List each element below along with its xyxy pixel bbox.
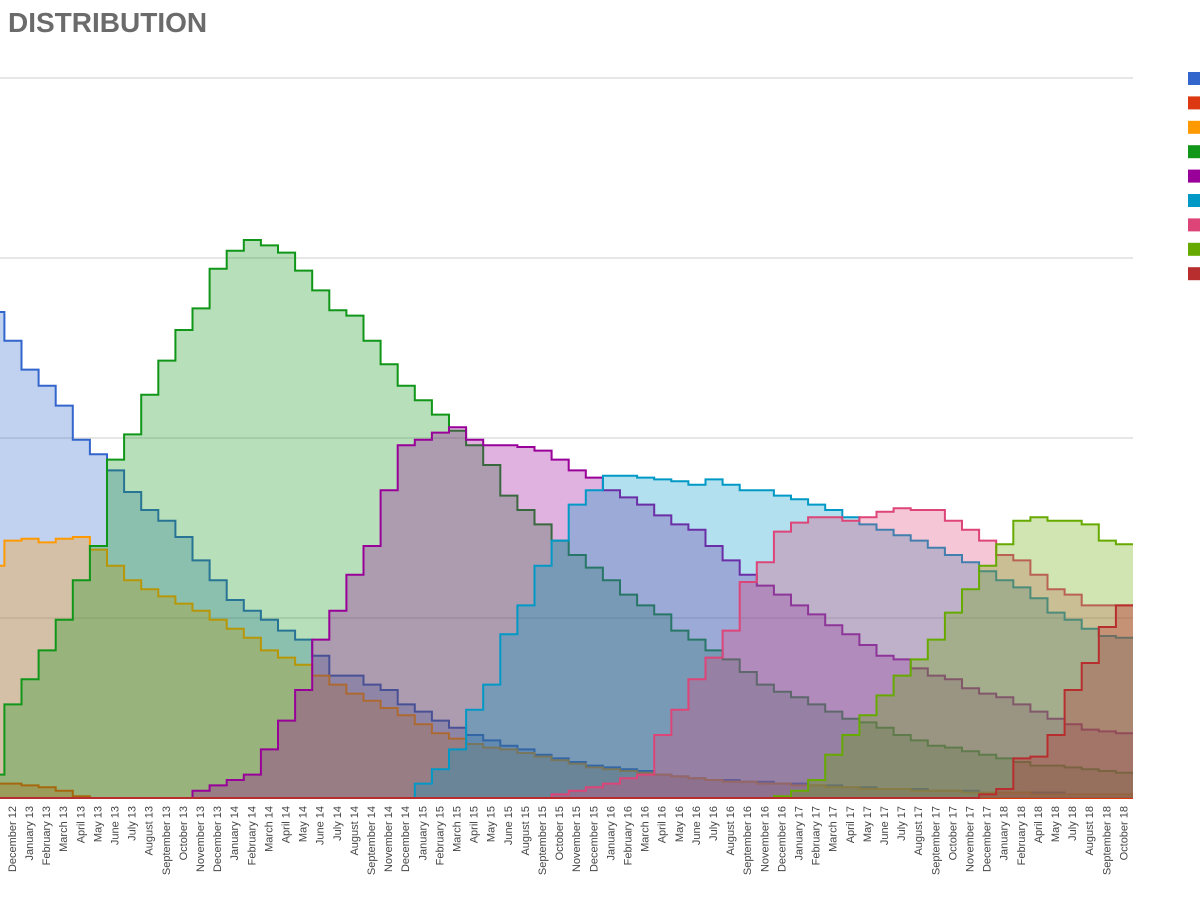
- x-tick-label: March 13: [58, 806, 70, 852]
- x-tick-label: May 18: [1050, 806, 1062, 842]
- x-tick-label: April 16: [657, 806, 669, 843]
- x-tick-label: March 17: [828, 806, 840, 852]
- x-tick-label: September 15: [537, 806, 549, 875]
- legend-swatch: [1188, 267, 1200, 281]
- x-tick-label: April 17: [845, 806, 857, 843]
- x-tick-label: June 16: [691, 806, 703, 845]
- x-tick-label: December 17: [982, 806, 994, 872]
- x-tick-label: March 16: [640, 806, 652, 852]
- legend-swatch: [1188, 145, 1200, 159]
- x-tick-label: August 13: [144, 806, 156, 856]
- legend-swatch: [1188, 218, 1200, 232]
- x-tick-label: February 15: [434, 806, 446, 865]
- x-tick-label: May 14: [298, 806, 310, 842]
- x-tick-label: January 18: [999, 806, 1011, 860]
- x-tick-label: May 16: [674, 806, 686, 842]
- x-tick-label: September 14: [366, 806, 378, 875]
- legend-swatch: [1188, 194, 1200, 207]
- x-tick-label: December 15: [588, 806, 600, 872]
- x-tick-label: June 17: [879, 806, 891, 845]
- series-area: [0, 508, 1133, 798]
- legend-swatch: [1188, 72, 1200, 85]
- x-tick-label: April 14: [280, 806, 292, 843]
- legend-swatch: [1188, 96, 1200, 110]
- x-tick-label: January 17: [793, 806, 805, 860]
- x-tick-label: December 12: [7, 806, 19, 872]
- x-tick-label: September 16: [742, 806, 754, 875]
- x-tick-label: October 17: [947, 806, 959, 860]
- x-tick-label: February 17: [811, 806, 823, 865]
- series-line: [0, 311, 1133, 796]
- legend-swatch: [1188, 242, 1200, 256]
- x-tick-label: August 15: [520, 806, 532, 856]
- x-tick-label: July 14: [332, 806, 344, 841]
- x-tick-label: September 17: [930, 806, 942, 875]
- series-area: [0, 240, 1133, 798]
- x-tick-label: September 18: [1101, 806, 1113, 875]
- x-tick-label: January 16: [605, 806, 617, 860]
- x-tick-label: November 16: [759, 806, 771, 872]
- x-tick-label: December 14: [400, 806, 412, 872]
- x-tick-label: July 13: [127, 806, 139, 841]
- x-tick-label: June 15: [503, 806, 515, 845]
- x-tick-label: July 17: [896, 806, 908, 841]
- x-tick-label: December 16: [776, 806, 788, 872]
- series-line: [0, 604, 1133, 799]
- x-tick-label: May 15: [486, 806, 498, 842]
- x-tick-label: November 15: [571, 806, 583, 872]
- x-tick-label: December 13: [212, 806, 224, 872]
- x-tick-label: August 17: [913, 806, 925, 856]
- x-tick-label: August 18: [1084, 806, 1096, 856]
- x-tick-label: February 16: [622, 806, 634, 865]
- x-tick-label: April 18: [1033, 806, 1045, 843]
- x-tick-label: February 13: [41, 806, 53, 865]
- legend-swatch: [1188, 169, 1200, 183]
- x-tick-label: March 15: [451, 806, 463, 852]
- x-tick-label: January 13: [24, 806, 36, 860]
- x-tick-label: April 13: [75, 806, 87, 843]
- x-tick-label: October 15: [554, 806, 566, 860]
- x-tick-label: May 17: [862, 806, 874, 842]
- x-tick-label: June 14: [315, 806, 327, 845]
- x-tick-label: October 18: [1118, 806, 1130, 860]
- x-tick-label: February 14: [246, 806, 258, 865]
- x-tick-label: June 13: [109, 806, 121, 845]
- series-area: [0, 605, 1133, 798]
- series-line: [0, 426, 1133, 799]
- series-line: [0, 536, 1133, 796]
- legend-swatch: [1188, 120, 1200, 134]
- x-tick-label: February 18: [1016, 806, 1028, 865]
- x-tick-label: July 18: [1067, 806, 1079, 841]
- series-area: [0, 427, 1133, 798]
- series-area: [0, 312, 1133, 798]
- series-area: [0, 517, 1133, 798]
- x-tick-label: November 12: [0, 806, 2, 872]
- x-tick-label: April 15: [469, 806, 481, 843]
- chart-title: D DISTRIBUTION: [0, 7, 207, 38]
- x-tick-label: November 17: [964, 806, 976, 872]
- x-tick-label: July 16: [708, 806, 720, 841]
- x-tick-label: November 13: [195, 806, 207, 872]
- x-tick-label: January 14: [229, 806, 241, 860]
- x-tick-label: May 13: [92, 806, 104, 842]
- x-tick-label: January 15: [417, 806, 429, 860]
- x-tick-label: August 14: [349, 806, 361, 856]
- x-tick-label: September 13: [161, 806, 173, 875]
- series-area: [0, 475, 1133, 798]
- x-tick-label: March 14: [263, 806, 275, 852]
- series-area: [0, 537, 1133, 798]
- x-tick-label: October 13: [178, 806, 190, 860]
- x-tick-label: November 14: [383, 806, 395, 872]
- x-tick-label: August 16: [725, 806, 737, 856]
